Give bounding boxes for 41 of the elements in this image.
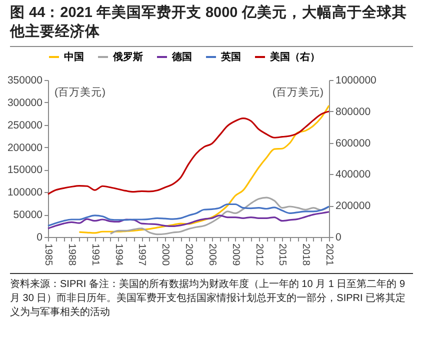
legend-label: 英国 <box>220 51 241 63</box>
y-tick-label: 100000 <box>7 186 43 199</box>
line-series <box>110 196 330 236</box>
y-tick-label: 0 <box>36 232 43 244</box>
y-tick-label: 300000 <box>7 96 43 109</box>
legend-label: 美国（右） <box>269 51 320 63</box>
legend-label: 德国 <box>171 51 192 63</box>
y-tick-label: 350000 <box>7 74 43 86</box>
y-tick-label: 50000 <box>13 209 43 222</box>
x-tick-label: 2000 <box>160 244 171 266</box>
legend-label: 中国 <box>64 51 84 63</box>
y2-tick-label: 400000 <box>336 168 371 181</box>
x-tick-label: 2003 <box>183 244 194 266</box>
y2-tick-label: 1000000 <box>336 74 377 86</box>
x-tick-label: 2018 <box>300 244 312 266</box>
y2-tick-label: 800000 <box>336 106 371 118</box>
line-series <box>47 211 330 230</box>
x-tick-label: 2006 <box>206 244 218 266</box>
y-axis-title: (百万美元) <box>54 86 106 98</box>
x-tick-label: 1988 <box>66 244 77 266</box>
y2-tick-label: 600000 <box>336 137 371 150</box>
y2-tick-label: 200000 <box>336 200 371 212</box>
y2-axis-title: (百万美元) <box>272 86 324 98</box>
chart-title: 图 44：2021 年美国军费开支 8000 亿美元，大幅高于全球其他主要经济体 <box>10 4 413 47</box>
line-series <box>47 110 330 195</box>
text: 资料来源：SIPRI 备注：美国的所有数据均为财政年度（上一年的 10 月 1 日至第二年的 9 月 30 日）而非日历年。美国军费开支包括国家情报计划总开支的一部分，SIPRI 已将其定义为与军事相关的活动 <box>10 273 413 320</box>
x-tick-label: 1997 <box>136 244 148 266</box>
x-tick-label: 2012 <box>253 244 264 266</box>
y-tick-label: 200000 <box>7 142 43 154</box>
line-series <box>78 104 330 234</box>
y2-tick-label: 0 <box>336 232 342 244</box>
y-tick-label: 150000 <box>7 164 43 176</box>
line-series <box>47 203 330 227</box>
x-tick-label: 2009 <box>230 244 241 266</box>
y-tick-label: 250000 <box>7 119 43 132</box>
x-tick-label: 1994 <box>112 244 124 266</box>
x-tick-label: 1991 <box>89 244 100 266</box>
x-tick-label: 2015 <box>276 244 288 266</box>
x-tick-label: 1985 <box>42 244 54 266</box>
legend-label: 俄罗斯 <box>112 51 143 63</box>
x-tick-label: 2021 <box>324 244 334 266</box>
